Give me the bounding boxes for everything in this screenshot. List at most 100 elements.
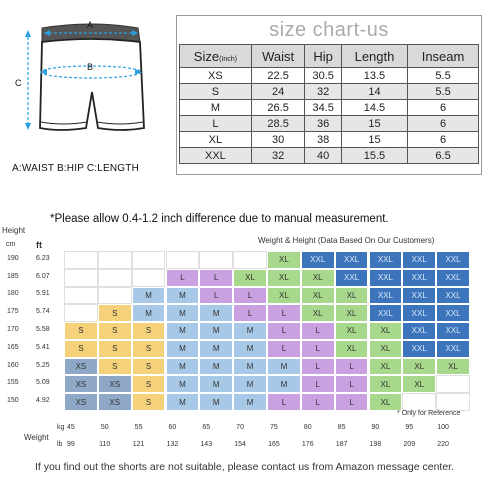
grid-cell: S (131, 375, 166, 394)
grid-cell: L (334, 375, 369, 394)
grid-cell: L (300, 322, 335, 340)
height-cm-tick: 180 (7, 290, 19, 298)
size-cell-size: S (179, 83, 252, 100)
height-cm-tick: 190 (7, 254, 19, 262)
grid-cell: XL (267, 268, 301, 287)
grid-cell: XL (300, 304, 335, 323)
weight-kg-tick: 65 (202, 424, 211, 431)
grid-cell (97, 268, 132, 287)
size-cell-inseam: 5.5 (407, 67, 479, 84)
grid-cell: L (300, 375, 335, 394)
size-cell-hip: 34.5 (304, 99, 342, 116)
grid-cell: M (233, 357, 267, 376)
grid-cell: L (334, 393, 369, 411)
size-cell-waist: 22.5 (250, 67, 306, 84)
grid-cell: XXL (402, 322, 437, 340)
grid-cell (402, 393, 437, 411)
size-cell-hip: 40 (304, 147, 342, 164)
size-cell-length: 13.5 (340, 67, 409, 84)
header-size-unit: (Inch) (219, 55, 237, 63)
grid-cell: M (131, 286, 166, 305)
grid-cell: S (131, 339, 166, 358)
grid-cell: XXL (402, 286, 437, 305)
size-chart-row: XL 30 38 15 6 (179, 131, 479, 148)
grid-cell: L (233, 286, 267, 305)
grid-cell: XL (233, 268, 267, 287)
height-ft-tick: 5.91 (36, 290, 50, 298)
height-ft-tick: 5.41 (36, 343, 50, 351)
height-ft-tick: 6.23 (36, 254, 50, 262)
grid-cell: XL (267, 286, 301, 305)
grid-cell: M (199, 393, 234, 411)
grid-cell (165, 251, 200, 269)
grid-cell (436, 393, 470, 411)
grid-cell: M (199, 357, 234, 376)
weight-kg-tick: 90 (371, 424, 380, 431)
grid-cell: XS (97, 375, 132, 394)
grid-cell (233, 251, 267, 269)
grid-cell (97, 286, 132, 305)
grid-cell: L (300, 339, 335, 358)
grid-cell: L (267, 339, 301, 358)
weight-kg-tick: 100 (437, 424, 449, 431)
grid-cell: XXL (402, 268, 437, 287)
grid-cell: XL (368, 339, 403, 358)
weight-lb-tick: 99 (67, 441, 75, 448)
grid-cell: S (97, 322, 132, 340)
weight-kg-tick: 95 (405, 424, 414, 431)
header-inseam: Inseam (407, 44, 479, 68)
height-ft-tick: 6.07 (36, 272, 50, 280)
weight-lb-tick: 132 (166, 441, 179, 448)
grid-cell: S (64, 339, 98, 358)
grid-cell: XL (334, 339, 369, 358)
size-cell-size: XS (179, 67, 252, 84)
grid-cell: S (97, 357, 132, 376)
grid-cell: XXL (402, 339, 437, 358)
weight-lb-tick: 220 (437, 441, 449, 448)
height-tick-labels: 190 6.23 185 6.07 180 5.91 175 5.74 170 5.58 165 5.… (0, 251, 64, 411)
grid-cell: XXL (436, 339, 470, 358)
weight-kg-tick: 75 (270, 424, 278, 431)
size-cell-length: 15 (340, 131, 409, 148)
weight-kg-tick: 45 (67, 424, 75, 431)
size-cell-inseam: 6 (407, 115, 479, 132)
grid-cell: L (267, 393, 301, 411)
height-cm-tick: 150 (7, 397, 19, 405)
grid-cell: XXL (300, 251, 335, 269)
label-a: A (87, 20, 94, 30)
footer-message: If you find out the shorts are not suita… (34, 461, 455, 473)
grid-cell: XS (97, 393, 132, 411)
size-chart-row: XS 22.5 30.5 13.5 5.5 (179, 67, 479, 84)
height-ft-tick: 5.58 (36, 326, 50, 333)
header-hip: Hip (304, 44, 342, 68)
size-cell-inseam: 6.5 (407, 147, 479, 164)
reference-note: * Only for Reference (397, 410, 461, 417)
grid-cell: M (165, 322, 200, 340)
grid-cell: XL (402, 375, 437, 394)
grid-cell (436, 375, 470, 394)
cm-unit-label: cm (6, 241, 16, 248)
weight-lb-tick: 143 (200, 441, 213, 448)
grid-cell: L (267, 304, 301, 323)
size-chart-row: S 24 32 14 5.5 (179, 83, 479, 100)
grid-cell: M (267, 375, 301, 394)
grid-cell: XXL (402, 304, 437, 323)
size-cell-length: 14.5 (340, 99, 409, 116)
weight-lb-tick: 209 (403, 441, 416, 448)
grid-cell: XXL (368, 251, 403, 269)
grid-cell: XXL (436, 322, 470, 340)
size-cell-waist: 26.5 (250, 99, 306, 116)
size-cell-waist: 30 (250, 131, 306, 148)
grid-cell: M (233, 322, 267, 340)
weight-lb-tick: 176 (301, 441, 314, 448)
grid-cell: M (165, 286, 200, 305)
size-chart-row: L 28.5 36 15 6 (179, 115, 479, 132)
weight-kg-tick: 60 (168, 424, 177, 431)
grid-cell: XL (334, 304, 369, 323)
lb-unit-label: lb (57, 441, 63, 448)
grid-cell: M (165, 304, 200, 323)
height-ft-tick: 4.92 (36, 397, 50, 405)
grid-cell: L (334, 357, 369, 376)
size-cell-hip: 30.5 (304, 67, 342, 84)
size-cell-waist: 28.5 (250, 115, 306, 132)
